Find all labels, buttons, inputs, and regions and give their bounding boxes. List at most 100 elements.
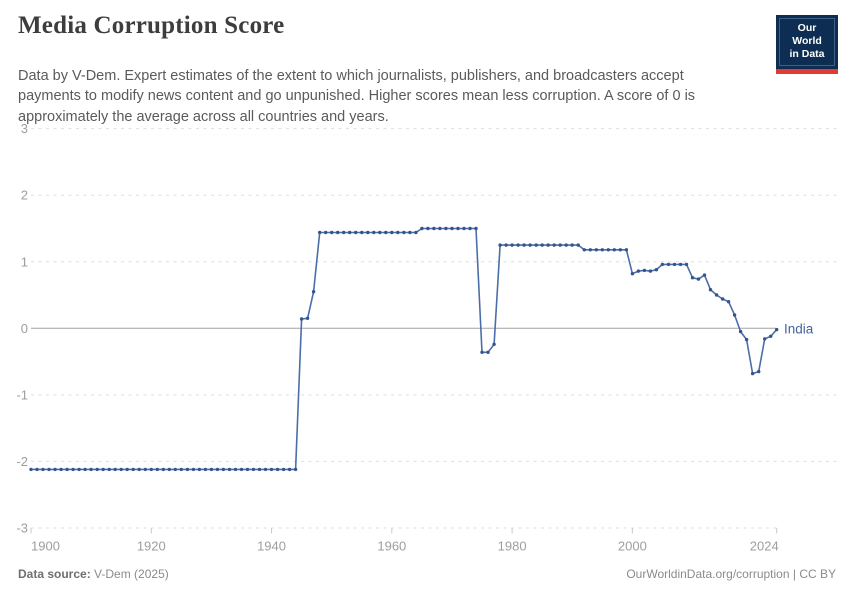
- india-data-point[interactable]: [492, 342, 496, 346]
- india-data-point[interactable]: [468, 226, 472, 231]
- india-data-point[interactable]: [666, 262, 671, 267]
- india-data-point[interactable]: [390, 230, 394, 235]
- india-data-point[interactable]: [354, 230, 358, 235]
- india-series-line[interactable]: [31, 227, 778, 471]
- india-data-point[interactable]: [708, 288, 713, 292]
- india-data-point[interactable]: [588, 248, 592, 252]
- india-data-point[interactable]: [402, 230, 406, 235]
- india-data-point[interactable]: [95, 467, 99, 472]
- india-data-point[interactable]: [714, 293, 719, 297]
- india-data-point[interactable]: [498, 243, 502, 247]
- india-data-point[interactable]: [720, 297, 725, 301]
- india-data-point[interactable]: [71, 467, 75, 472]
- india-data-point[interactable]: [221, 467, 226, 472]
- india-data-point[interactable]: [131, 467, 135, 472]
- india-data-point[interactable]: [107, 467, 111, 472]
- india-data-point[interactable]: [245, 467, 250, 472]
- india-data-point[interactable]: [318, 230, 322, 235]
- india-data-point[interactable]: [143, 467, 147, 472]
- india-data-point[interactable]: [305, 316, 310, 320]
- india-data-point[interactable]: [534, 243, 538, 247]
- india-data-point[interactable]: [173, 467, 177, 472]
- india-data-point[interactable]: [420, 226, 424, 231]
- india-data-point[interactable]: [251, 467, 256, 472]
- india-data-point[interactable]: [239, 467, 244, 472]
- india-data-point[interactable]: [348, 230, 352, 235]
- india-data-point[interactable]: [456, 226, 460, 231]
- india-data-point[interactable]: [474, 226, 478, 231]
- india-data-point[interactable]: [378, 230, 382, 235]
- india-data-point[interactable]: [438, 226, 442, 231]
- india-data-point[interactable]: [612, 248, 616, 252]
- india-data-point[interactable]: [47, 467, 51, 472]
- india-data-point[interactable]: [293, 467, 298, 472]
- india-data-point[interactable]: [209, 467, 214, 472]
- india-data-point[interactable]: [149, 467, 153, 472]
- india-data-point[interactable]: [528, 243, 532, 247]
- india-data-point[interactable]: [672, 262, 677, 267]
- india-data-point[interactable]: [769, 334, 773, 338]
- india-data-point[interactable]: [690, 276, 695, 280]
- india-data-point[interactable]: [426, 226, 430, 231]
- india-data-point[interactable]: [324, 230, 328, 235]
- india-data-point[interactable]: [233, 467, 238, 472]
- india-data-point[interactable]: [744, 337, 749, 342]
- owid-logo[interactable]: Our World in Data: [776, 15, 838, 75]
- india-data-point[interactable]: [630, 272, 635, 276]
- india-data-point[interactable]: [161, 467, 165, 472]
- india-data-point[interactable]: [77, 467, 81, 472]
- india-data-point[interactable]: [432, 226, 436, 231]
- india-data-point[interactable]: [558, 243, 562, 247]
- india-data-point[interactable]: [101, 467, 105, 472]
- india-data-point[interactable]: [594, 248, 598, 252]
- india-data-point[interactable]: [311, 290, 316, 294]
- india-data-point[interactable]: [41, 467, 45, 472]
- india-data-point[interactable]: [462, 226, 466, 231]
- india-data-point[interactable]: [660, 262, 665, 267]
- india-data-point[interactable]: [732, 313, 737, 317]
- india-data-point[interactable]: [684, 262, 689, 267]
- india-data-point[interactable]: [257, 467, 262, 472]
- india-data-point[interactable]: [203, 467, 208, 472]
- india-data-point[interactable]: [137, 467, 141, 472]
- india-data-point[interactable]: [185, 467, 190, 472]
- india-data-point[interactable]: [263, 467, 268, 472]
- india-data-point[interactable]: [624, 248, 629, 252]
- india-data-point[interactable]: [618, 248, 622, 252]
- india-data-point[interactable]: [570, 243, 574, 247]
- india-data-point[interactable]: [360, 230, 364, 235]
- india-data-point[interactable]: [287, 467, 292, 472]
- india-data-point[interactable]: [35, 467, 39, 472]
- india-data-point[interactable]: [600, 248, 604, 252]
- india-data-point[interactable]: [510, 243, 514, 247]
- india-data-point[interactable]: [215, 467, 220, 472]
- india-data-point[interactable]: [155, 467, 159, 472]
- india-data-point[interactable]: [678, 262, 683, 267]
- india-data-point[interactable]: [179, 467, 183, 472]
- india-data-point[interactable]: [775, 327, 779, 332]
- india-data-point[interactable]: [269, 467, 274, 472]
- india-data-point[interactable]: [642, 268, 647, 273]
- india-data-point[interactable]: [480, 350, 484, 354]
- india-data-point[interactable]: [750, 371, 755, 376]
- india-data-point[interactable]: [654, 268, 659, 272]
- india-data-point[interactable]: [546, 243, 550, 247]
- india-data-point[interactable]: [89, 467, 93, 472]
- india-data-point[interactable]: [552, 243, 556, 247]
- india-data-point[interactable]: [726, 300, 731, 304]
- india-data-point[interactable]: [408, 230, 412, 235]
- india-data-point[interactable]: [197, 467, 202, 472]
- india-data-point[interactable]: [83, 467, 87, 472]
- india-data-point[interactable]: [275, 467, 280, 472]
- india-data-point[interactable]: [450, 226, 454, 231]
- india-data-point[interactable]: [191, 467, 196, 472]
- india-data-point[interactable]: [648, 269, 653, 273]
- india-data-point[interactable]: [414, 230, 418, 235]
- india-data-point[interactable]: [336, 230, 340, 235]
- india-data-point[interactable]: [299, 317, 304, 321]
- india-data-point[interactable]: [504, 243, 508, 247]
- india-data-point[interactable]: [59, 467, 63, 472]
- india-data-point[interactable]: [167, 467, 171, 472]
- entity-label-india[interactable]: India: [784, 322, 814, 337]
- india-data-point[interactable]: [757, 369, 761, 374]
